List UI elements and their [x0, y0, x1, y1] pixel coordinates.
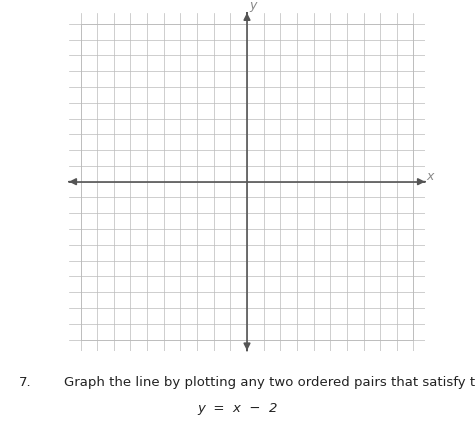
Text: 7.: 7. [19, 376, 32, 389]
Text: y  =  x  −  2: y = x − 2 [197, 402, 278, 415]
Text: Graph the line by plotting any two ordered pairs that satisfy the equation.: Graph the line by plotting any two order… [64, 376, 475, 389]
Text: x: x [426, 170, 433, 183]
Text: y: y [249, 0, 256, 12]
